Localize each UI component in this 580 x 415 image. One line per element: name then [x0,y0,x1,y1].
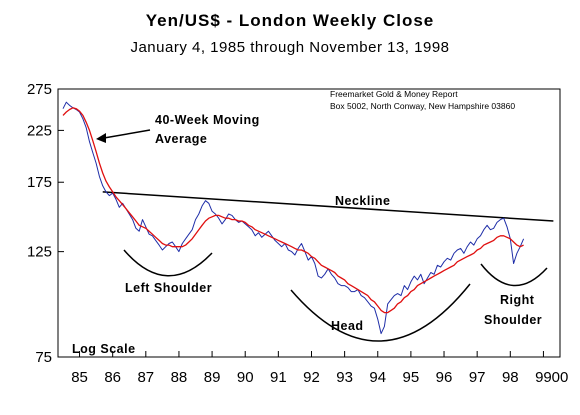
x-tick-label: 95 [403,369,420,386]
chart-title: Yen/US$ - London Weekly Close [146,11,434,30]
head-arc [290,283,471,342]
moving-average-arrowhead [96,133,106,143]
x-tick-label: 90 [237,369,254,386]
moving-average-label-line1: 40-Week Moving [155,113,260,127]
neckline [102,191,554,222]
x-tick-label: 92 [303,369,320,386]
y-tick-label: 75 [35,349,52,366]
plot-area [57,88,561,358]
y-tick-label: 225 [27,122,52,139]
x-tick-label: 99 [535,369,552,386]
right-shoulder-label-line1: Right [500,293,535,307]
chart-subtitle: January 4, 1985 through November 13, 199… [130,39,449,56]
series-line-yen-weekly [62,101,525,335]
log-scale-label: Log Scale [72,342,136,356]
x-axis: 85 86 87 88 89 90 91 92 93 94 95 96 97 98 99 00 [71,351,568,386]
head-label: Head [331,319,364,333]
y-tick-label: 175 [27,174,52,191]
right-shoulder-label-line2: Shoulder [484,313,542,327]
x-tick-label: 00 [552,369,569,386]
x-tick-label: 94 [369,369,386,386]
plot-frame [57,88,561,358]
x-tick-label: 86 [104,369,121,386]
left-shoulder-arc [123,249,213,277]
x-tick-label: 88 [171,369,188,386]
x-tick-label: 93 [336,369,353,386]
series-layer [62,101,525,335]
x-tick-label: 97 [469,369,486,386]
y-axis: 75 125 175 225 275 [27,81,64,366]
source-line-1: Freemarket Gold & Money Report [330,89,458,99]
x-tick-label: 91 [270,369,287,386]
right-shoulder-arc [480,263,548,287]
moving-average-arrow [103,129,151,139]
x-tick-label: 98 [502,369,519,386]
source-line-2: Box 5002, North Conway, New Hampshire 03… [330,101,515,111]
y-tick-label: 125 [27,244,52,261]
moving-average-label-line2: Average [155,132,207,146]
y-tick-label: 275 [27,81,52,98]
x-tick-label: 96 [436,369,453,386]
x-tick-label: 89 [204,369,221,386]
x-tick-label: 87 [137,369,154,386]
left-shoulder-label: Left Shoulder [125,281,212,295]
series-line-moving-average [62,107,524,314]
x-tick-label: 85 [71,369,88,386]
neckline-label: Neckline [335,194,390,208]
